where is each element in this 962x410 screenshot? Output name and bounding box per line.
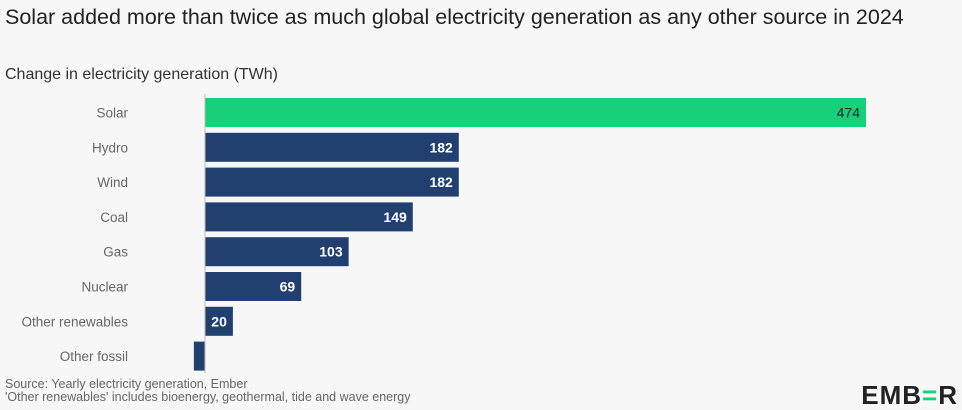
category-label: Other renewables <box>21 314 128 329</box>
bar-gas <box>205 237 349 267</box>
ember-logo: EMB=R <box>861 380 958 410</box>
data-label: 182 <box>429 139 453 155</box>
category-label: Wind <box>97 175 128 190</box>
data-label: 103 <box>319 244 343 260</box>
data-label: 20 <box>211 313 227 329</box>
bar-hydro <box>205 132 459 162</box>
category-label: Solar <box>96 106 128 121</box>
chart-subtitle: Change in electricity generation (TWh) <box>5 66 279 83</box>
bar-other-fossil <box>193 341 205 371</box>
data-label: 69 <box>280 279 296 295</box>
data-label: 182 <box>429 174 453 190</box>
bar-other-renewables <box>205 306 233 336</box>
data-label: 149 <box>383 209 407 225</box>
bar-coal <box>205 202 413 232</box>
category-label: Gas <box>103 245 128 260</box>
category-label: Nuclear <box>81 280 128 295</box>
category-label: Hydro <box>92 140 128 155</box>
bar-solar <box>205 98 866 127</box>
footer: Source: Yearly electricity generation, E… <box>5 378 410 404</box>
chart-title: Solar added more than twice as much glob… <box>5 5 904 29</box>
category-label: Coal <box>100 210 128 225</box>
footnote: 'Other renewables' includes bioenergy, g… <box>5 390 411 404</box>
bar-wind <box>205 167 459 197</box>
data-label: 474 <box>837 105 861 121</box>
category-label: Other fossil <box>60 349 128 364</box>
source-note: Source: Yearly electricity generation, E… <box>5 377 248 391</box>
bar-nuclear <box>205 272 302 301</box>
